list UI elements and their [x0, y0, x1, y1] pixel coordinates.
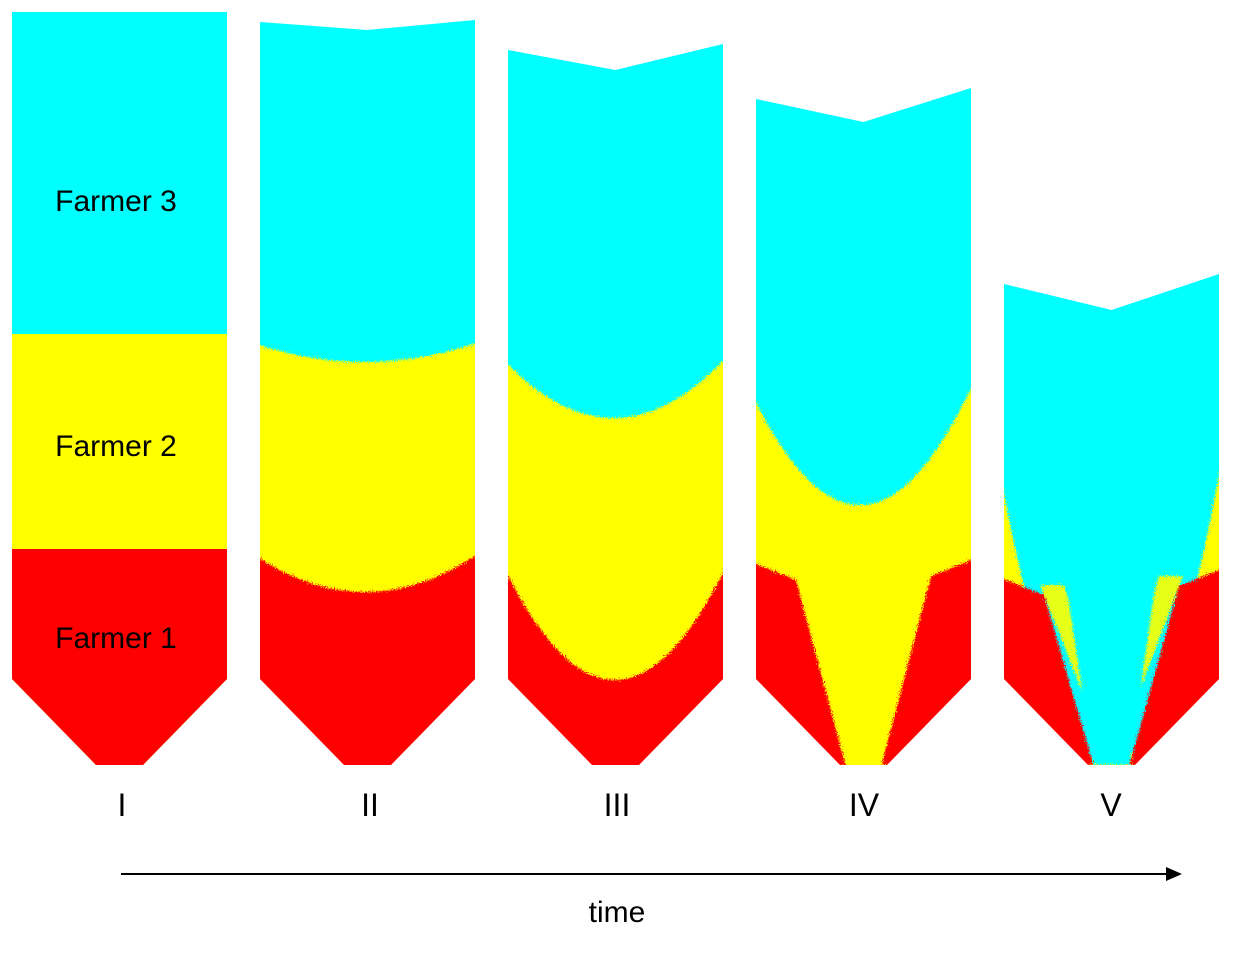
- silo-5: [1004, 274, 1219, 765]
- silo-2: [260, 20, 475, 765]
- farmer-3-funnel: [1044, 420, 1179, 765]
- silo-3: [508, 44, 723, 765]
- time-axis-label: time: [589, 896, 646, 929]
- stage-label-v: V: [1100, 787, 1122, 823]
- time-arrow-head: [1166, 867, 1182, 881]
- farmer-2-label: Farmer 2: [55, 430, 177, 463]
- stage-label-i: I: [118, 787, 127, 823]
- silo-snapshots: [12, 12, 1219, 765]
- silo-4: [756, 88, 971, 765]
- farmer-3-label: Farmer 3: [55, 185, 177, 218]
- farmer-1-label: Farmer 1: [55, 622, 177, 655]
- stage-label-ii: II: [361, 787, 379, 823]
- mixing-zone: [792, 566, 935, 765]
- stage-label-iii: III: [604, 787, 631, 823]
- stage-label-iv: IV: [849, 787, 880, 823]
- silo-1: [12, 12, 227, 765]
- farmer-1-layer: [12, 549, 227, 765]
- time-arrow: [121, 867, 1182, 881]
